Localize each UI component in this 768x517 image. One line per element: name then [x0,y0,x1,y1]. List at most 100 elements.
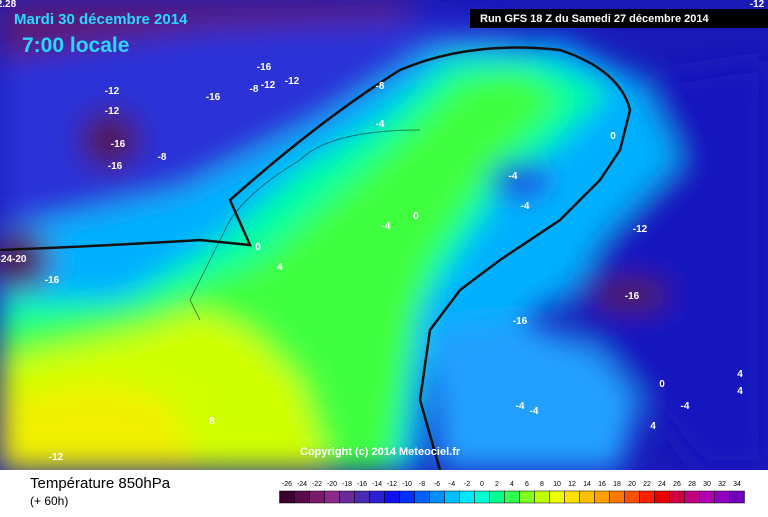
contour-label: -4 [521,201,530,212]
legend-tick-label: 16 [598,481,606,488]
legend-tick-label: 28 [688,481,696,488]
legend-swatch [504,490,520,504]
legend-swatch [354,490,370,504]
date: Mardi 30 décembre 2014 [14,11,188,28]
contour-label: -4 [376,119,385,130]
legend-swatch [489,490,505,504]
legend-tick-label: 6 [525,481,529,488]
legend-tick-label: 0 [480,481,484,488]
legend-tick-label: 34 [733,481,741,488]
time: 7:00 locale [22,34,129,57]
legend-tick-label: 26 [673,481,681,488]
contour-label: -12 [105,86,120,97]
legend-swatch [714,490,730,504]
contour-label: -16 [257,62,272,73]
legend-swatch [339,490,355,504]
legend-swatch [369,490,385,504]
legend-swatch [579,490,595,504]
legend-swatch [399,490,415,504]
contour-label: -12 [105,106,120,117]
legend-tick-label: 2 [495,481,499,488]
contour-label: -24-20 [0,254,27,265]
contour-label: -32.28 [0,0,17,10]
legend-swatch [294,490,310,504]
legend-swatch [534,490,550,504]
legend-tick-label: -2 [464,481,470,488]
contour-label: -4 [382,221,391,232]
legend: -26 -24 -22 -20 -18 -16 -14 -12 -10 -8 -6 -4 -2 0 2 4 6 8… [279,481,745,504]
legend-swatch [279,490,295,504]
contour-label: -16 [206,92,221,103]
legend-swatch [729,490,745,504]
legend-tick-label: 30 [703,481,711,488]
contour-label: -16 [111,139,126,150]
contour-label: 4 [650,421,656,432]
legend-tick-label: -18 [342,481,352,488]
legend-tick-label: 10 [553,481,561,488]
legend-tick-label: -26 [282,481,292,488]
legend-tick-label: 20 [628,481,636,488]
legend-swatch [639,490,655,504]
contour-label: -8 [376,81,385,92]
contour-label: -4 [681,401,690,412]
contour-label: 0 [610,131,616,142]
legend-swatch [429,490,445,504]
legend-tick-label: -10 [402,481,412,488]
contour-label: -12 [750,0,765,10]
legend-swatch [324,490,340,504]
legend-tick-label: 12 [568,481,576,488]
legend-tick-label: -14 [372,481,382,488]
legend-swatch [564,490,580,504]
legend-swatch [384,490,400,504]
copyright: Copyright (c) 2014 Meteociel.fr [300,446,461,458]
contour-label: 4 [737,386,743,397]
legend-tick-label: 22 [643,481,651,488]
contour-label: -12 [285,76,300,87]
contour-labels: -32.28-12-12-12-16-16-8-12-12-8-16-16-8-… [0,0,765,463]
legend-swatch [684,490,700,504]
legend-swatch [594,490,610,504]
contour-label: 4 [277,262,283,273]
legend-swatch [699,490,715,504]
contour-label: -16 [108,161,123,172]
contour-label: 0 [413,211,419,222]
map [0,0,768,471]
run-banner [470,9,768,28]
legend-tick-label: -8 [419,481,425,488]
legend-tick-label: 4 [510,481,514,488]
legend-tick-label: -6 [434,481,440,488]
contour-label: -16 [625,291,640,302]
contour-label: -16 [513,316,528,327]
legend-swatch [549,490,565,504]
contour-label: 0 [659,379,665,390]
legend-tick-label: 18 [613,481,621,488]
legend-tick-label: -20 [327,481,337,488]
footer-title: Température 850hPa [30,475,171,492]
legend-swatch [309,490,325,504]
legend-swatch [609,490,625,504]
legend-swatch [669,490,685,504]
legend-tick-label: 24 [658,481,666,488]
contour-label: -12 [49,452,64,463]
legend-tick-label: -12 [387,481,397,488]
legend-tick-label: -4 [449,481,455,488]
contour-label: -8 [250,84,259,95]
contour-label: 4 [737,369,743,380]
contour-label: -4 [516,401,525,412]
contour-label: -4 [509,171,518,182]
footer-step: (+ 60h) [30,494,68,508]
legend-swatch [474,490,490,504]
legend-swatch [519,490,535,504]
contour-label: 8 [209,416,215,427]
legend-swatch [654,490,670,504]
contour-label: -16 [45,275,60,286]
legend-tick-label: 14 [583,481,591,488]
legend-tick-label: 8 [540,481,544,488]
text-layer: Mardi 30 décembre 2014 7:00 locale Run G… [14,11,710,458]
legend-swatch [444,490,460,504]
legend-tick-label: 32 [718,481,726,488]
legend-swatch [414,490,430,504]
contour-label: -12 [633,224,648,235]
